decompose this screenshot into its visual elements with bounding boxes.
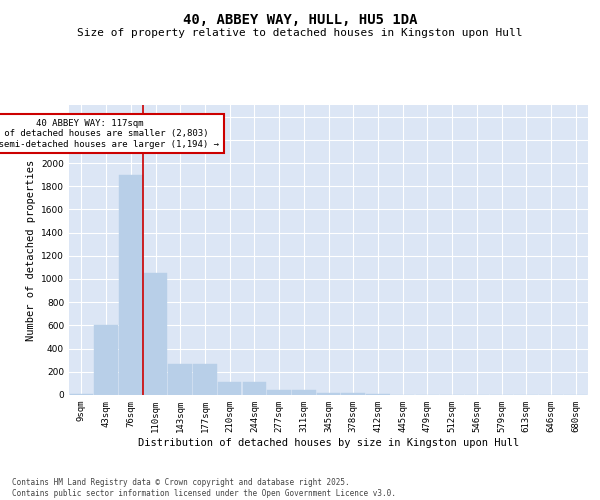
Bar <box>169 364 192 395</box>
X-axis label: Distribution of detached houses by size in Kingston upon Hull: Distribution of detached houses by size … <box>138 438 519 448</box>
Bar <box>292 390 316 395</box>
Bar <box>144 273 167 395</box>
Bar <box>119 174 143 395</box>
Bar <box>218 382 241 395</box>
Bar <box>242 382 266 395</box>
Y-axis label: Number of detached properties: Number of detached properties <box>26 160 35 340</box>
Bar <box>268 390 291 395</box>
Bar <box>366 394 389 395</box>
Text: 40, ABBEY WAY, HULL, HU5 1DA: 40, ABBEY WAY, HULL, HU5 1DA <box>183 12 417 26</box>
Bar <box>193 364 217 395</box>
Bar <box>317 392 340 395</box>
Bar <box>341 392 365 395</box>
Text: Size of property relative to detached houses in Kingston upon Hull: Size of property relative to detached ho… <box>77 28 523 38</box>
Text: Contains HM Land Registry data © Crown copyright and database right 2025.
Contai: Contains HM Land Registry data © Crown c… <box>12 478 396 498</box>
Text: 40 ABBEY WAY: 117sqm
← 70% of detached houses are smaller (2,803)
30% of semi-de: 40 ABBEY WAY: 117sqm ← 70% of detached h… <box>0 119 219 148</box>
Bar <box>94 326 118 395</box>
Bar <box>70 394 93 395</box>
